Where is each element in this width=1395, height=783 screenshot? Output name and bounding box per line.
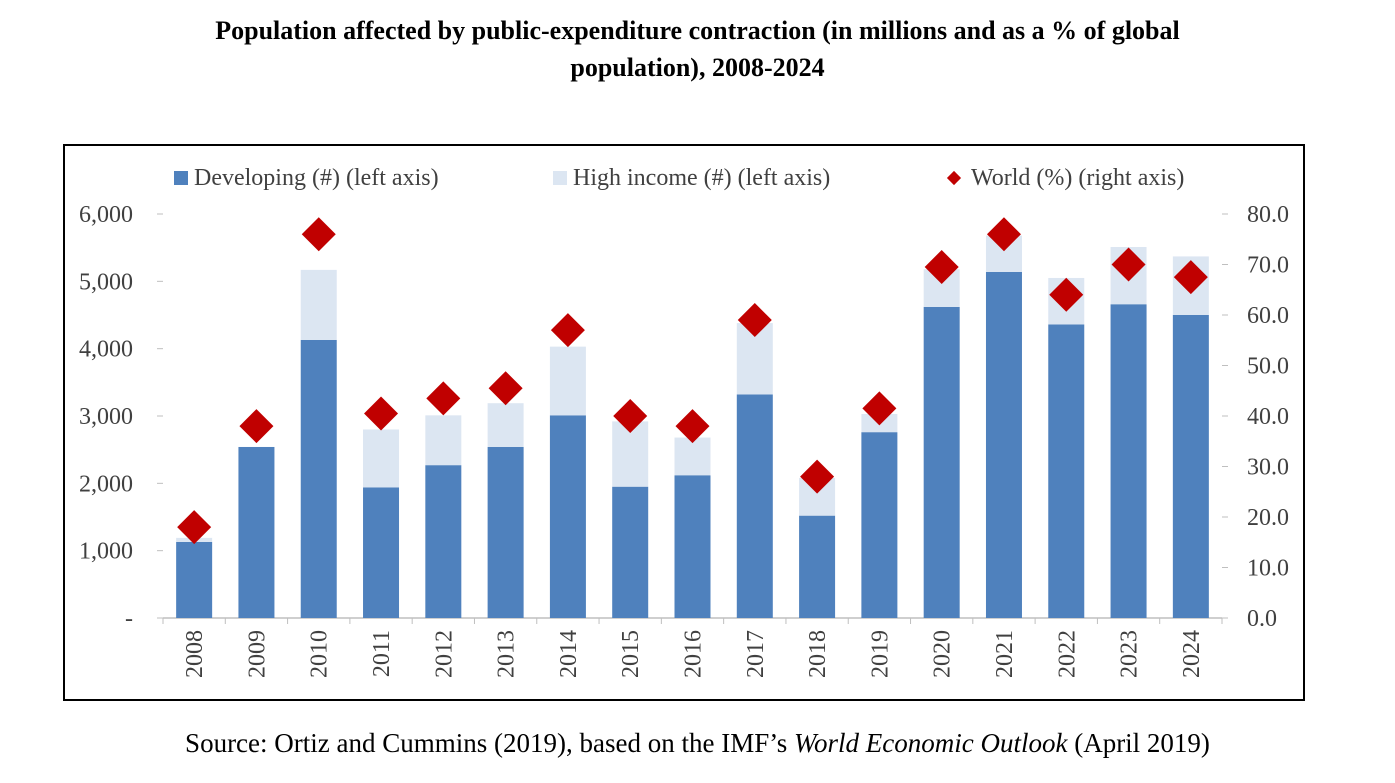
x-tick-label: 2010 xyxy=(307,630,333,678)
chart-title: Population affected by public-expenditur… xyxy=(0,12,1395,86)
legend-world: World (%) (right axis) xyxy=(945,160,1184,196)
bar-developing xyxy=(861,432,898,618)
x-tick-label: 2015 xyxy=(618,630,644,678)
chart-frame xyxy=(63,144,1305,701)
x-tick-label: 2017 xyxy=(743,630,769,678)
bar-developing xyxy=(736,394,773,618)
y-left-tick-label: 5,000 xyxy=(79,269,133,295)
x-tick-label: 2020 xyxy=(930,630,956,678)
marker-world xyxy=(550,313,585,348)
x-tick-label: 2013 xyxy=(494,630,520,678)
y-right-tick-label: 70.0 xyxy=(1247,253,1289,279)
y-right-tick-label: 30.0 xyxy=(1247,455,1289,481)
y-right-tick-label: 50.0 xyxy=(1247,354,1289,380)
source-text-italic: World Economic Outlook xyxy=(793,728,1068,758)
y-right-tick-label: 10.0 xyxy=(1247,556,1289,582)
bar-high-income xyxy=(549,346,586,416)
marker-world xyxy=(737,303,772,338)
marker-world xyxy=(924,250,959,285)
y-left-tick-label: 3,000 xyxy=(79,404,133,430)
x-tick-label: 2009 xyxy=(244,630,270,678)
y-right-tick-label: 20.0 xyxy=(1247,505,1289,531)
x-tick-label: 2023 xyxy=(1117,630,1143,678)
marker-world xyxy=(239,409,274,444)
legend-world-label: World (%) (right axis) xyxy=(971,164,1185,191)
source-text-suffix: (April 2019) xyxy=(1067,728,1210,758)
marker-world xyxy=(1111,247,1146,282)
bar-developing xyxy=(300,339,337,618)
bar-developing xyxy=(674,475,711,618)
bar-high-income xyxy=(363,429,400,488)
source-text-prefix: Source: Ortiz and Cummins (2019), based … xyxy=(185,728,794,758)
marker-world xyxy=(426,381,461,416)
x-tick-label: 2018 xyxy=(805,630,831,678)
x-tick-label: 2011 xyxy=(369,630,395,677)
bar-high-income xyxy=(487,403,524,447)
bar-developing xyxy=(487,446,524,618)
y-left-tick-label: - xyxy=(125,606,133,632)
x-tick-label: 2016 xyxy=(681,630,707,678)
marker-world xyxy=(301,217,336,252)
bar-developing xyxy=(549,415,586,618)
marker-world xyxy=(1049,277,1084,312)
chart-title-line-1: Population affected by public-expenditur… xyxy=(215,16,1180,45)
bar-developing xyxy=(799,515,836,618)
legend-developing: Developing (#) (left axis) xyxy=(174,160,439,196)
x-tick-label: 2021 xyxy=(992,630,1018,678)
legend-high-income: High income (#) (left axis) xyxy=(553,160,830,196)
bar-developing xyxy=(923,306,960,618)
y-right-tick-label: 40.0 xyxy=(1247,404,1289,430)
bar-developing xyxy=(1172,315,1209,618)
y-left-tick-label: 2,000 xyxy=(79,471,133,497)
marker-world xyxy=(986,217,1021,252)
legend-developing-swatch xyxy=(174,171,188,185)
chart-title-line-2: population), 2008-2024 xyxy=(570,53,825,82)
x-tick-label: 2019 xyxy=(867,630,893,678)
legend-developing-label: Developing (#) (left axis) xyxy=(194,164,439,191)
marker-world xyxy=(364,396,399,431)
bar-high-income xyxy=(300,269,337,340)
marker-world xyxy=(862,391,897,426)
marker-world xyxy=(1173,260,1208,295)
marker-world xyxy=(675,409,710,444)
x-tick-label: 2022 xyxy=(1054,630,1080,678)
bar-high-income xyxy=(425,415,462,466)
bar-high-income xyxy=(674,437,711,476)
bar-developing xyxy=(1110,304,1147,618)
bar-developing xyxy=(985,271,1022,618)
marker-world xyxy=(800,459,835,494)
x-tick-label: 2014 xyxy=(556,630,582,678)
marker-world xyxy=(177,510,212,545)
y-left-tick-label: 6,000 xyxy=(79,202,133,228)
legend-high-income-swatch xyxy=(553,171,567,185)
marker-world xyxy=(613,399,648,433)
x-tick-label: 2024 xyxy=(1179,630,1205,678)
x-tick-label: 2012 xyxy=(431,630,457,678)
y-left-tick-label: 4,000 xyxy=(79,337,133,363)
marker-world xyxy=(488,371,523,406)
y-left-tick-label: 1,000 xyxy=(79,539,133,565)
legend-high-income-label: High income (#) (left axis) xyxy=(573,164,831,191)
y-right-tick-label: 80.0 xyxy=(1247,202,1289,228)
bar-developing xyxy=(238,446,275,618)
x-tick-label: 2008 xyxy=(182,630,208,678)
bar-developing xyxy=(363,487,400,618)
y-right-tick-label: 0.0 xyxy=(1247,606,1277,632)
bar-developing xyxy=(612,486,649,618)
y-right-tick-label: 60.0 xyxy=(1247,303,1289,329)
bar-developing xyxy=(425,465,462,618)
bar-developing xyxy=(176,541,213,618)
bar-developing xyxy=(1048,324,1085,618)
source-note: Source: Ortiz and Cummins (2019), based … xyxy=(0,728,1395,759)
